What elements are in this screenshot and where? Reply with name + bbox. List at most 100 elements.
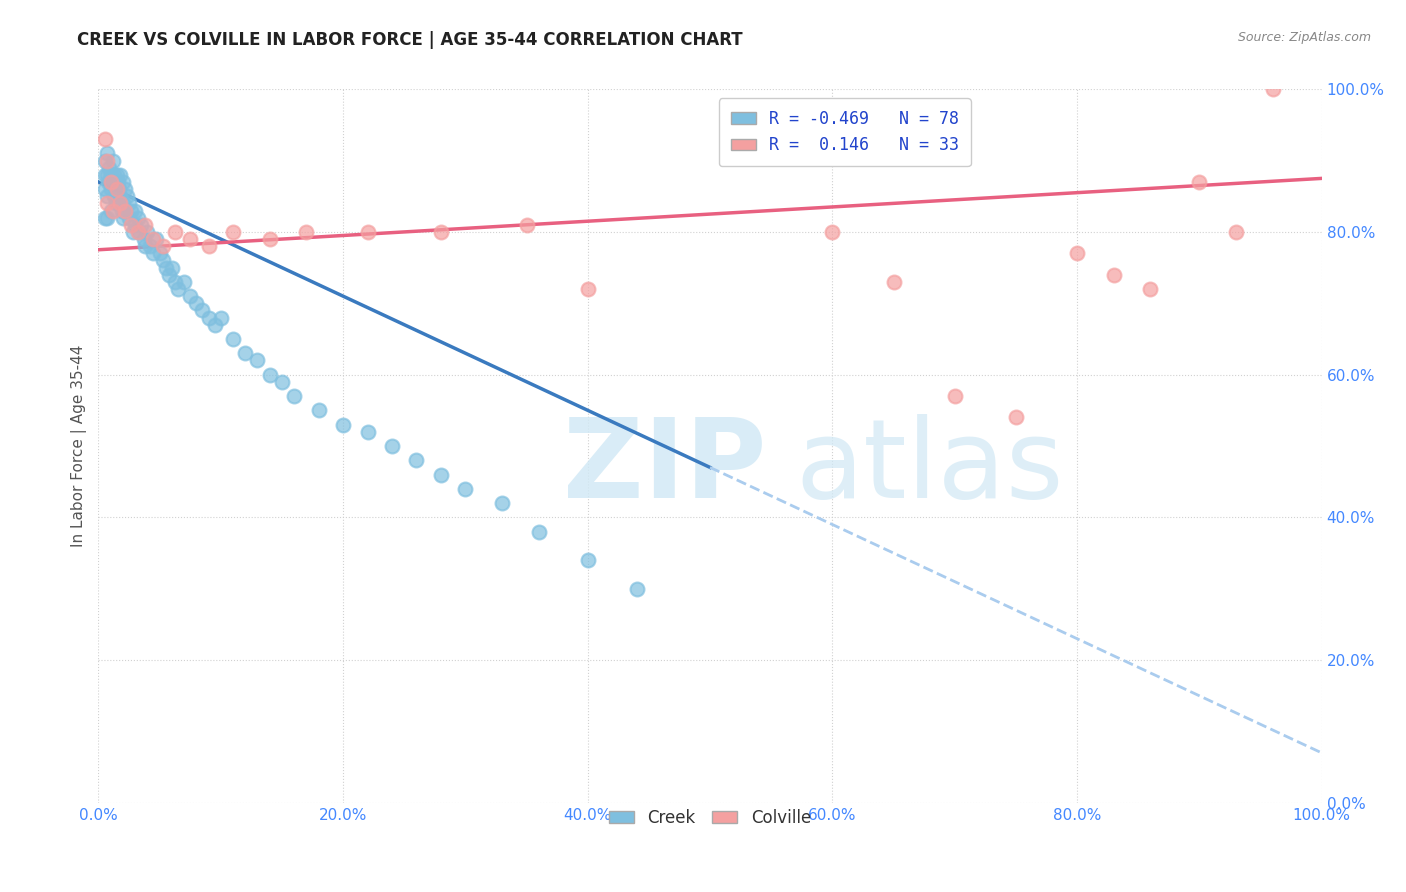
Point <box>114 203 136 218</box>
Point <box>114 182 136 196</box>
Point <box>100 182 122 196</box>
Point <box>197 310 219 325</box>
Point <box>515 218 537 232</box>
Point <box>115 189 138 203</box>
Point <box>101 153 124 168</box>
Point <box>100 203 122 218</box>
Point <box>381 439 404 453</box>
Point <box>93 211 115 225</box>
Point <box>104 196 127 211</box>
Point <box>356 425 378 439</box>
Point <box>186 296 208 310</box>
Point <box>430 467 453 482</box>
Point <box>111 203 134 218</box>
Point <box>246 353 269 368</box>
Point <box>1188 175 1211 189</box>
Point <box>356 225 378 239</box>
Point <box>430 225 453 239</box>
Point <box>100 168 122 182</box>
Point <box>1102 268 1125 282</box>
Point <box>1139 282 1161 296</box>
Point <box>120 218 142 232</box>
Point <box>100 175 122 189</box>
Point <box>120 203 142 218</box>
Point <box>132 232 155 246</box>
Point <box>527 524 550 539</box>
Point <box>124 218 146 232</box>
Text: Source: ZipAtlas.com: Source: ZipAtlas.com <box>1237 31 1371 45</box>
Point <box>165 275 187 289</box>
Point <box>93 168 115 182</box>
Point <box>96 211 118 225</box>
Point <box>222 332 245 346</box>
Point <box>136 225 159 239</box>
Point <box>111 211 134 225</box>
Point <box>943 389 966 403</box>
Point <box>204 318 226 332</box>
Point <box>96 196 118 211</box>
Point <box>576 553 599 567</box>
Point <box>167 282 190 296</box>
Point <box>96 146 118 161</box>
Point <box>108 182 131 196</box>
Text: ZIP: ZIP <box>564 414 766 521</box>
Point <box>134 218 156 232</box>
Point <box>283 389 305 403</box>
Point <box>111 196 134 211</box>
Point <box>179 289 201 303</box>
Point <box>883 275 905 289</box>
Point <box>157 268 180 282</box>
Point <box>124 203 146 218</box>
Point <box>105 168 128 182</box>
Point <box>93 153 115 168</box>
Point <box>152 239 174 253</box>
Point <box>142 246 165 260</box>
Point <box>97 175 120 189</box>
Text: CREEK VS COLVILLE IN LABOR FORCE | AGE 35-44 CORRELATION CHART: CREEK VS COLVILLE IN LABOR FORCE | AGE 3… <box>77 31 742 49</box>
Point <box>134 239 156 253</box>
Point <box>576 282 599 296</box>
Point <box>107 175 129 189</box>
Point <box>1066 246 1088 260</box>
Point <box>191 303 214 318</box>
Point <box>110 196 132 211</box>
Point <box>179 232 201 246</box>
Point <box>222 225 245 239</box>
Point <box>111 175 134 189</box>
Point <box>149 246 172 260</box>
Point <box>105 189 128 203</box>
Point <box>1261 82 1284 96</box>
Point <box>295 225 318 239</box>
Point <box>118 196 141 211</box>
Point <box>332 417 354 432</box>
Point <box>121 225 143 239</box>
Point <box>139 239 162 253</box>
Point <box>110 168 132 182</box>
Point <box>101 175 124 189</box>
Point <box>233 346 256 360</box>
Legend: Creek, Colville: Creek, Colville <box>602 803 818 834</box>
Point <box>454 482 477 496</box>
Point <box>626 582 648 596</box>
Point <box>1225 225 1247 239</box>
Point <box>155 260 177 275</box>
Point <box>821 225 844 239</box>
Point <box>127 211 149 225</box>
Point <box>128 225 150 239</box>
Point <box>145 232 167 246</box>
Point <box>93 132 115 146</box>
Point <box>103 168 125 182</box>
Point <box>270 375 294 389</box>
Point <box>165 225 187 239</box>
Point <box>129 218 152 232</box>
Point <box>160 260 183 275</box>
Point <box>197 239 219 253</box>
Point <box>259 232 281 246</box>
Point <box>93 182 115 196</box>
Point <box>110 189 132 203</box>
Point <box>114 203 136 218</box>
Point <box>98 161 121 175</box>
Point <box>173 275 195 289</box>
Point <box>405 453 427 467</box>
Point <box>209 310 232 325</box>
